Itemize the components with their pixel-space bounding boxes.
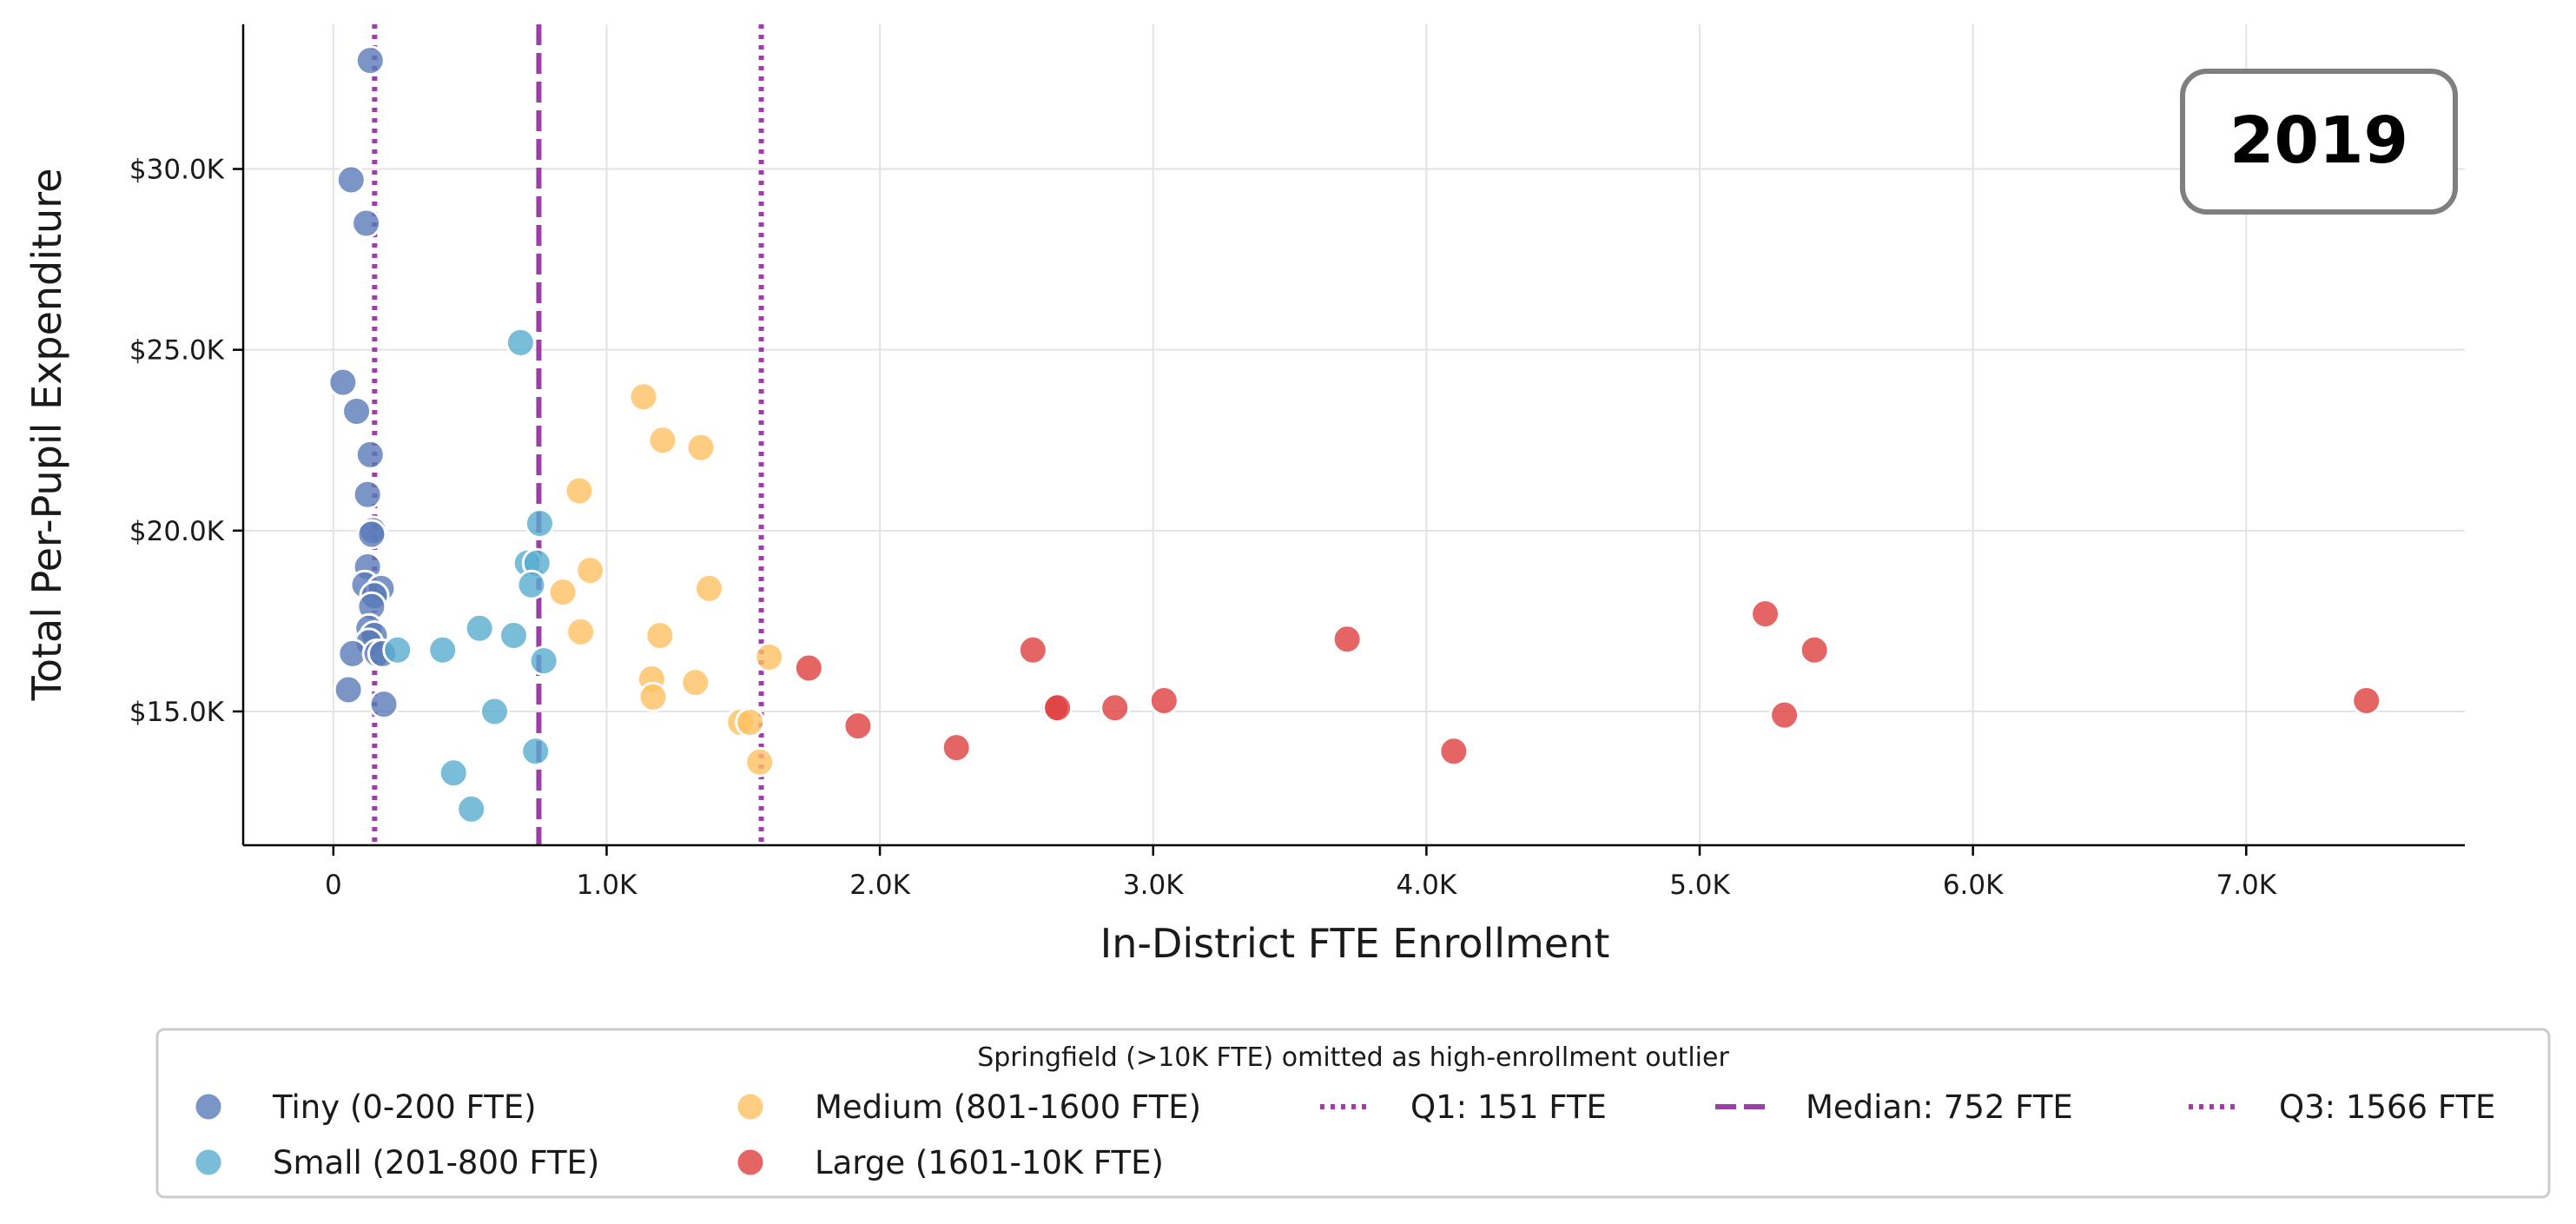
data-point <box>685 432 717 463</box>
legend-marker <box>735 1147 766 1178</box>
series-large-1601-10k-fte <box>793 599 2382 767</box>
data-point <box>1799 634 1830 665</box>
data-point <box>382 634 413 665</box>
x-tick-label: 3.0K <box>1123 870 1184 901</box>
data-point <box>524 507 555 539</box>
legend-label: Large (1601-10K FTE) <box>815 1144 1164 1181</box>
data-point <box>680 667 711 698</box>
data-point <box>1438 736 1470 767</box>
data-point <box>1331 624 1363 655</box>
x-tick-label: 5.0K <box>1669 870 1730 901</box>
data-point <box>528 645 559 677</box>
y-tick-label: $25.0K <box>129 335 225 367</box>
data-point <box>744 746 776 777</box>
data-point <box>356 519 387 550</box>
data-point <box>1148 685 1179 716</box>
legend-label: Tiny (0-200 FTE) <box>272 1088 537 1126</box>
data-point <box>1042 692 1073 724</box>
data-point <box>520 736 552 767</box>
data-point <box>644 620 676 652</box>
legend: Springfield (>10K FTE) omitted as high-e… <box>155 1028 2551 1199</box>
data-point <box>564 475 595 506</box>
data-point <box>352 479 383 510</box>
data-point <box>842 711 874 742</box>
data-point <box>456 793 487 824</box>
legend-entry-small-201-800-fte: Small (201-800 FTE) <box>193 1144 599 1181</box>
x-tick-label: 1.0K <box>577 870 637 901</box>
x-tick-label: 6.0K <box>1943 870 2004 901</box>
data-point <box>327 367 359 398</box>
y-tick-label: $30.0K <box>129 155 225 186</box>
data-point <box>479 696 510 727</box>
data-point <box>1017 634 1048 665</box>
data-point <box>335 164 367 195</box>
y-axis-title: Total Per-Pupil Expenditure <box>23 169 70 702</box>
data-point <box>333 674 364 705</box>
series-medium-801-1600-fte <box>547 381 785 777</box>
data-point <box>1750 599 1781 630</box>
x-axis-title: In-District FTE Enrollment <box>1100 920 1610 967</box>
data-point <box>427 634 459 665</box>
legend-label: Median: 752 FTE <box>1806 1088 2073 1126</box>
data-point <box>438 758 469 789</box>
data-point <box>941 732 972 764</box>
data-point <box>341 395 373 427</box>
legend-entry-medium-801-1600-fte: Medium (801-1600 FTE) <box>735 1088 1201 1126</box>
legend-label: Q1: 151 FTE <box>1410 1088 1607 1126</box>
legend-entry-large-1601-10k-fte: Large (1601-10K FTE) <box>735 1144 1164 1181</box>
data-point <box>516 569 547 600</box>
data-point <box>628 381 659 413</box>
data-point <box>754 642 785 673</box>
data-point <box>1769 699 1800 731</box>
data-point <box>735 706 766 738</box>
x-tick-label: 2.0K <box>849 870 910 901</box>
data-point <box>2351 685 2382 716</box>
year-label: 2019 <box>2229 103 2408 178</box>
data-point <box>565 616 597 647</box>
legend-label: Medium (801-1600 FTE) <box>815 1088 1201 1126</box>
data-point <box>647 425 678 456</box>
data-point <box>547 577 578 608</box>
legend-label: Small (201-800 FTE) <box>273 1144 599 1181</box>
data-point <box>368 689 400 720</box>
legend-entry-q1-151-fte: Q1: 151 FTE <box>1320 1088 1607 1126</box>
data-point <box>498 620 529 652</box>
legend-entry-q3-1566-fte: Q3: 1566 FTE <box>2189 1088 2495 1126</box>
data-point <box>505 327 536 358</box>
legend-marker <box>735 1091 766 1122</box>
series-small-201-800-fte <box>382 327 559 824</box>
data-point <box>354 45 386 76</box>
year-badge: 2019 <box>2180 69 2458 215</box>
y-tick-label: $15.0K <box>129 697 225 728</box>
x-tick-label: 0 <box>325 870 342 901</box>
data-point <box>1100 692 1131 724</box>
x-tick-label: 4.0K <box>1397 870 1457 901</box>
data-point <box>637 681 669 712</box>
data-point <box>464 612 495 644</box>
data-point <box>793 652 824 684</box>
data-points <box>327 45 2382 824</box>
y-tick-label: $20.0K <box>129 516 225 547</box>
legend-marker <box>193 1147 224 1178</box>
legend-entry-tiny-0-200-fte: Tiny (0-200 FTE) <box>193 1088 537 1126</box>
legend-title: Springfield (>10K FTE) omitted as high-e… <box>977 1042 1729 1073</box>
data-point <box>693 572 724 604</box>
axes: 0 1.0K 2.0K 3.0K 4.0K 5.0K 6.0K 7.0K $15.0K $20.0… <box>129 24 2465 901</box>
legend-label: Q3: 1566 FTE <box>2279 1088 2495 1126</box>
x-tick-label: 7.0K <box>2216 870 2276 901</box>
reference-lines <box>372 24 764 845</box>
year-badge-box <box>2180 69 2458 215</box>
legend-entries: Tiny (0-200 FTE) Small (201-800 FTE) Mediu… <box>193 1088 2495 1181</box>
data-point <box>354 439 386 470</box>
legend-marker <box>193 1091 224 1122</box>
data-point <box>351 208 382 239</box>
legend-entry-median-752-fte: Median: 752 FTE <box>1715 1088 2073 1126</box>
data-point <box>575 555 606 586</box>
